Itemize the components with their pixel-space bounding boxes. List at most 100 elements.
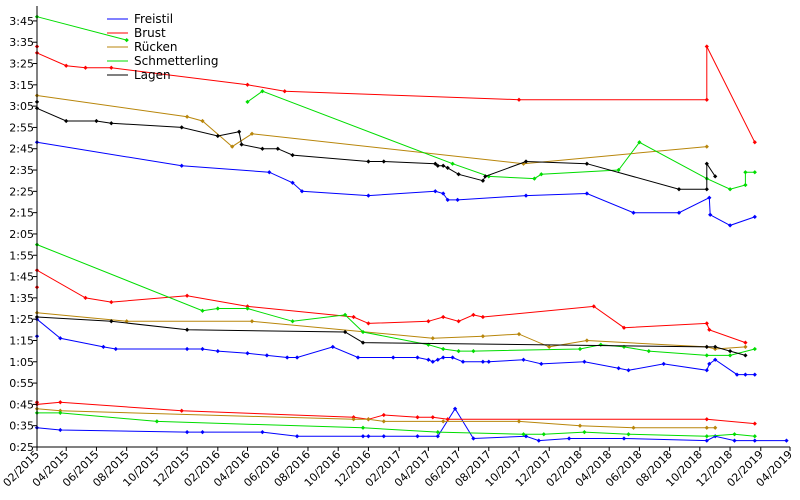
data-point — [516, 331, 522, 337]
data-point — [708, 212, 713, 217]
y-tick-label: 1:45 — [9, 271, 34, 284]
data-point — [441, 419, 446, 424]
data-point — [184, 429, 190, 435]
data-point — [704, 434, 709, 439]
series-line — [36, 95, 707, 165]
y-tick-label: 2:05 — [9, 228, 34, 241]
data-point — [480, 359, 486, 364]
y-tick-label: 3:45 — [9, 15, 34, 28]
data-point — [435, 429, 440, 435]
data-point — [584, 161, 590, 166]
data-point — [713, 425, 718, 430]
data-point — [480, 178, 486, 183]
data-point — [441, 355, 446, 360]
data-point — [230, 144, 235, 149]
data-point — [523, 159, 529, 164]
y-tick-label: 3:25 — [9, 58, 34, 71]
data-point — [480, 314, 486, 320]
data-point — [752, 214, 757, 220]
series-lagen — [34, 99, 748, 358]
data-point — [366, 434, 371, 439]
data-point — [200, 429, 205, 435]
data-point — [282, 89, 287, 94]
data-point — [516, 419, 522, 424]
data-point — [275, 146, 280, 151]
y-tick-label: 0:45 — [9, 398, 34, 411]
data-point — [109, 299, 114, 305]
data-point — [752, 434, 757, 439]
data-point — [260, 429, 265, 435]
data-point — [752, 170, 757, 175]
data-point — [249, 131, 255, 136]
data-point — [704, 368, 709, 373]
data-point — [381, 419, 386, 424]
data-point — [381, 412, 386, 418]
data-point — [200, 346, 205, 352]
data-point — [441, 191, 446, 196]
data-point — [743, 353, 748, 358]
data-point — [351, 314, 356, 320]
data-point — [743, 372, 748, 377]
data-point — [521, 432, 526, 437]
data-point — [704, 425, 709, 430]
data-point — [360, 434, 366, 439]
data-point — [294, 434, 300, 439]
data-point — [732, 432, 737, 437]
data-point — [532, 176, 537, 181]
data-point — [704, 144, 709, 149]
y-tick-label: 2:45 — [9, 143, 34, 156]
data-point — [704, 344, 709, 350]
data-point — [577, 423, 583, 428]
series-line — [36, 16, 127, 41]
data-point — [435, 357, 440, 362]
data-point — [215, 306, 220, 311]
data-point — [456, 348, 461, 354]
data-point — [83, 295, 88, 301]
y-tick-label: 3:35 — [9, 36, 34, 49]
data-point — [566, 436, 572, 441]
data-point — [536, 438, 541, 443]
data-point — [704, 321, 709, 326]
data-point — [752, 372, 757, 377]
data-point — [582, 359, 587, 364]
data-point — [752, 346, 757, 352]
data-point — [584, 191, 590, 196]
data-point — [267, 170, 272, 175]
y-tick-label: 2:15 — [9, 207, 34, 220]
data-point — [426, 357, 431, 362]
data-point — [435, 434, 440, 439]
data-point — [460, 359, 466, 364]
series-line — [36, 407, 787, 442]
data-point — [631, 210, 636, 215]
data-point — [704, 97, 709, 102]
data-point — [752, 140, 757, 145]
data-point — [743, 344, 748, 350]
data-point — [381, 159, 386, 164]
data-point — [727, 353, 733, 358]
y-tick-label: 1:55 — [9, 249, 34, 262]
data-point — [661, 361, 666, 367]
series-line — [247, 90, 755, 190]
data-point — [430, 359, 435, 364]
data-point — [646, 348, 651, 354]
y-tick-label: 3:15 — [9, 79, 34, 92]
data-point — [184, 327, 190, 332]
data-point — [299, 189, 305, 194]
data-point — [456, 319, 461, 324]
data-point — [676, 187, 682, 192]
data-point — [215, 348, 220, 354]
data-point — [704, 438, 709, 443]
data-point — [245, 351, 250, 356]
data-point — [179, 163, 184, 168]
legend-item: Freistil — [107, 12, 173, 26]
data-point — [732, 438, 737, 443]
data-point — [637, 140, 642, 145]
data-point — [752, 421, 757, 426]
data-point — [184, 114, 190, 119]
data-point — [330, 344, 335, 350]
y-tick-label: 1:05 — [9, 356, 34, 369]
y-tick-label: 3:05 — [9, 100, 34, 113]
data-point — [366, 321, 371, 326]
data-point — [471, 436, 476, 441]
data-point — [584, 338, 590, 343]
